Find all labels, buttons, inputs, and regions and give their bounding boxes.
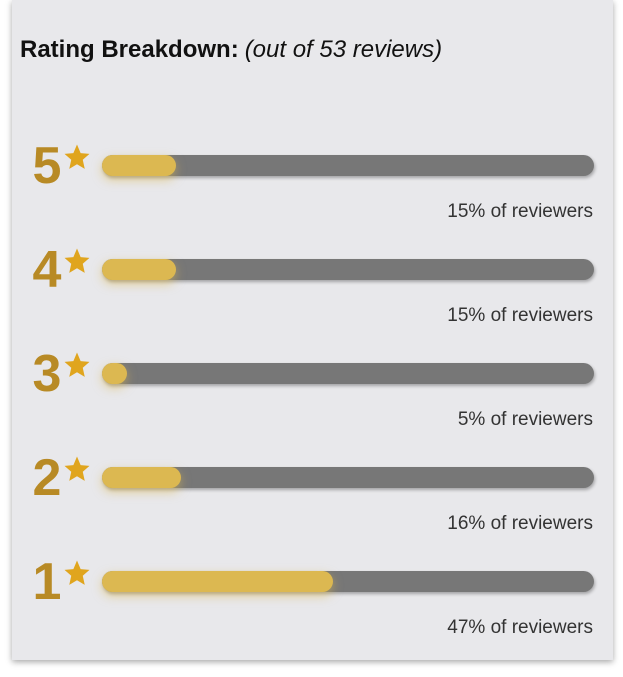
rating-percent-label: 16% of reviewers xyxy=(447,513,593,534)
heading-title: Rating Breakdown: xyxy=(20,36,239,63)
rating-number: 4 xyxy=(32,241,62,299)
star-icon xyxy=(62,454,92,484)
rating-number: 5 xyxy=(32,137,62,195)
rating-breakdown-card: Rating Breakdown: (out of 53 reviews) 5 1… xyxy=(12,0,613,660)
rating-row-4: 4 15% of reviewers xyxy=(12,242,613,346)
star-icon xyxy=(62,558,92,588)
rating-row-2: 2 16% of reviewers xyxy=(12,450,613,554)
rating-bar-fill xyxy=(102,571,334,592)
rating-bar-track xyxy=(102,467,594,488)
rating-row-3: 3 5% of reviewers xyxy=(12,346,613,450)
rating-breakdown-heading: Rating Breakdown: (out of 53 reviews) xyxy=(20,36,442,64)
rating-percent-label: 15% of reviewers xyxy=(447,305,593,326)
heading-subtitle: (out of 53 reviews) xyxy=(244,36,443,63)
rating-bar-fill xyxy=(102,363,127,384)
rating-bar-fill xyxy=(102,259,176,280)
star-icon xyxy=(62,142,92,172)
rating-percent-label: 15% of reviewers xyxy=(447,201,593,222)
rating-bar-track xyxy=(102,363,594,384)
rating-bar-track xyxy=(102,259,594,280)
rating-row-1: 1 47% of reviewers xyxy=(12,554,613,658)
rating-bar-track xyxy=(102,155,594,176)
rating-percent-label: 47% of reviewers xyxy=(447,617,593,638)
rating-number: 1 xyxy=(32,553,62,611)
rating-number: 3 xyxy=(32,345,62,403)
rating-bar-track xyxy=(102,571,594,592)
rating-number: 2 xyxy=(32,449,62,507)
rating-bar-fill xyxy=(102,155,176,176)
star-icon xyxy=(62,350,92,380)
star-icon xyxy=(62,246,92,276)
rating-row-5: 5 15% of reviewers xyxy=(12,138,613,242)
rating-bar-fill xyxy=(102,467,181,488)
rating-percent-label: 5% of reviewers xyxy=(457,409,593,430)
